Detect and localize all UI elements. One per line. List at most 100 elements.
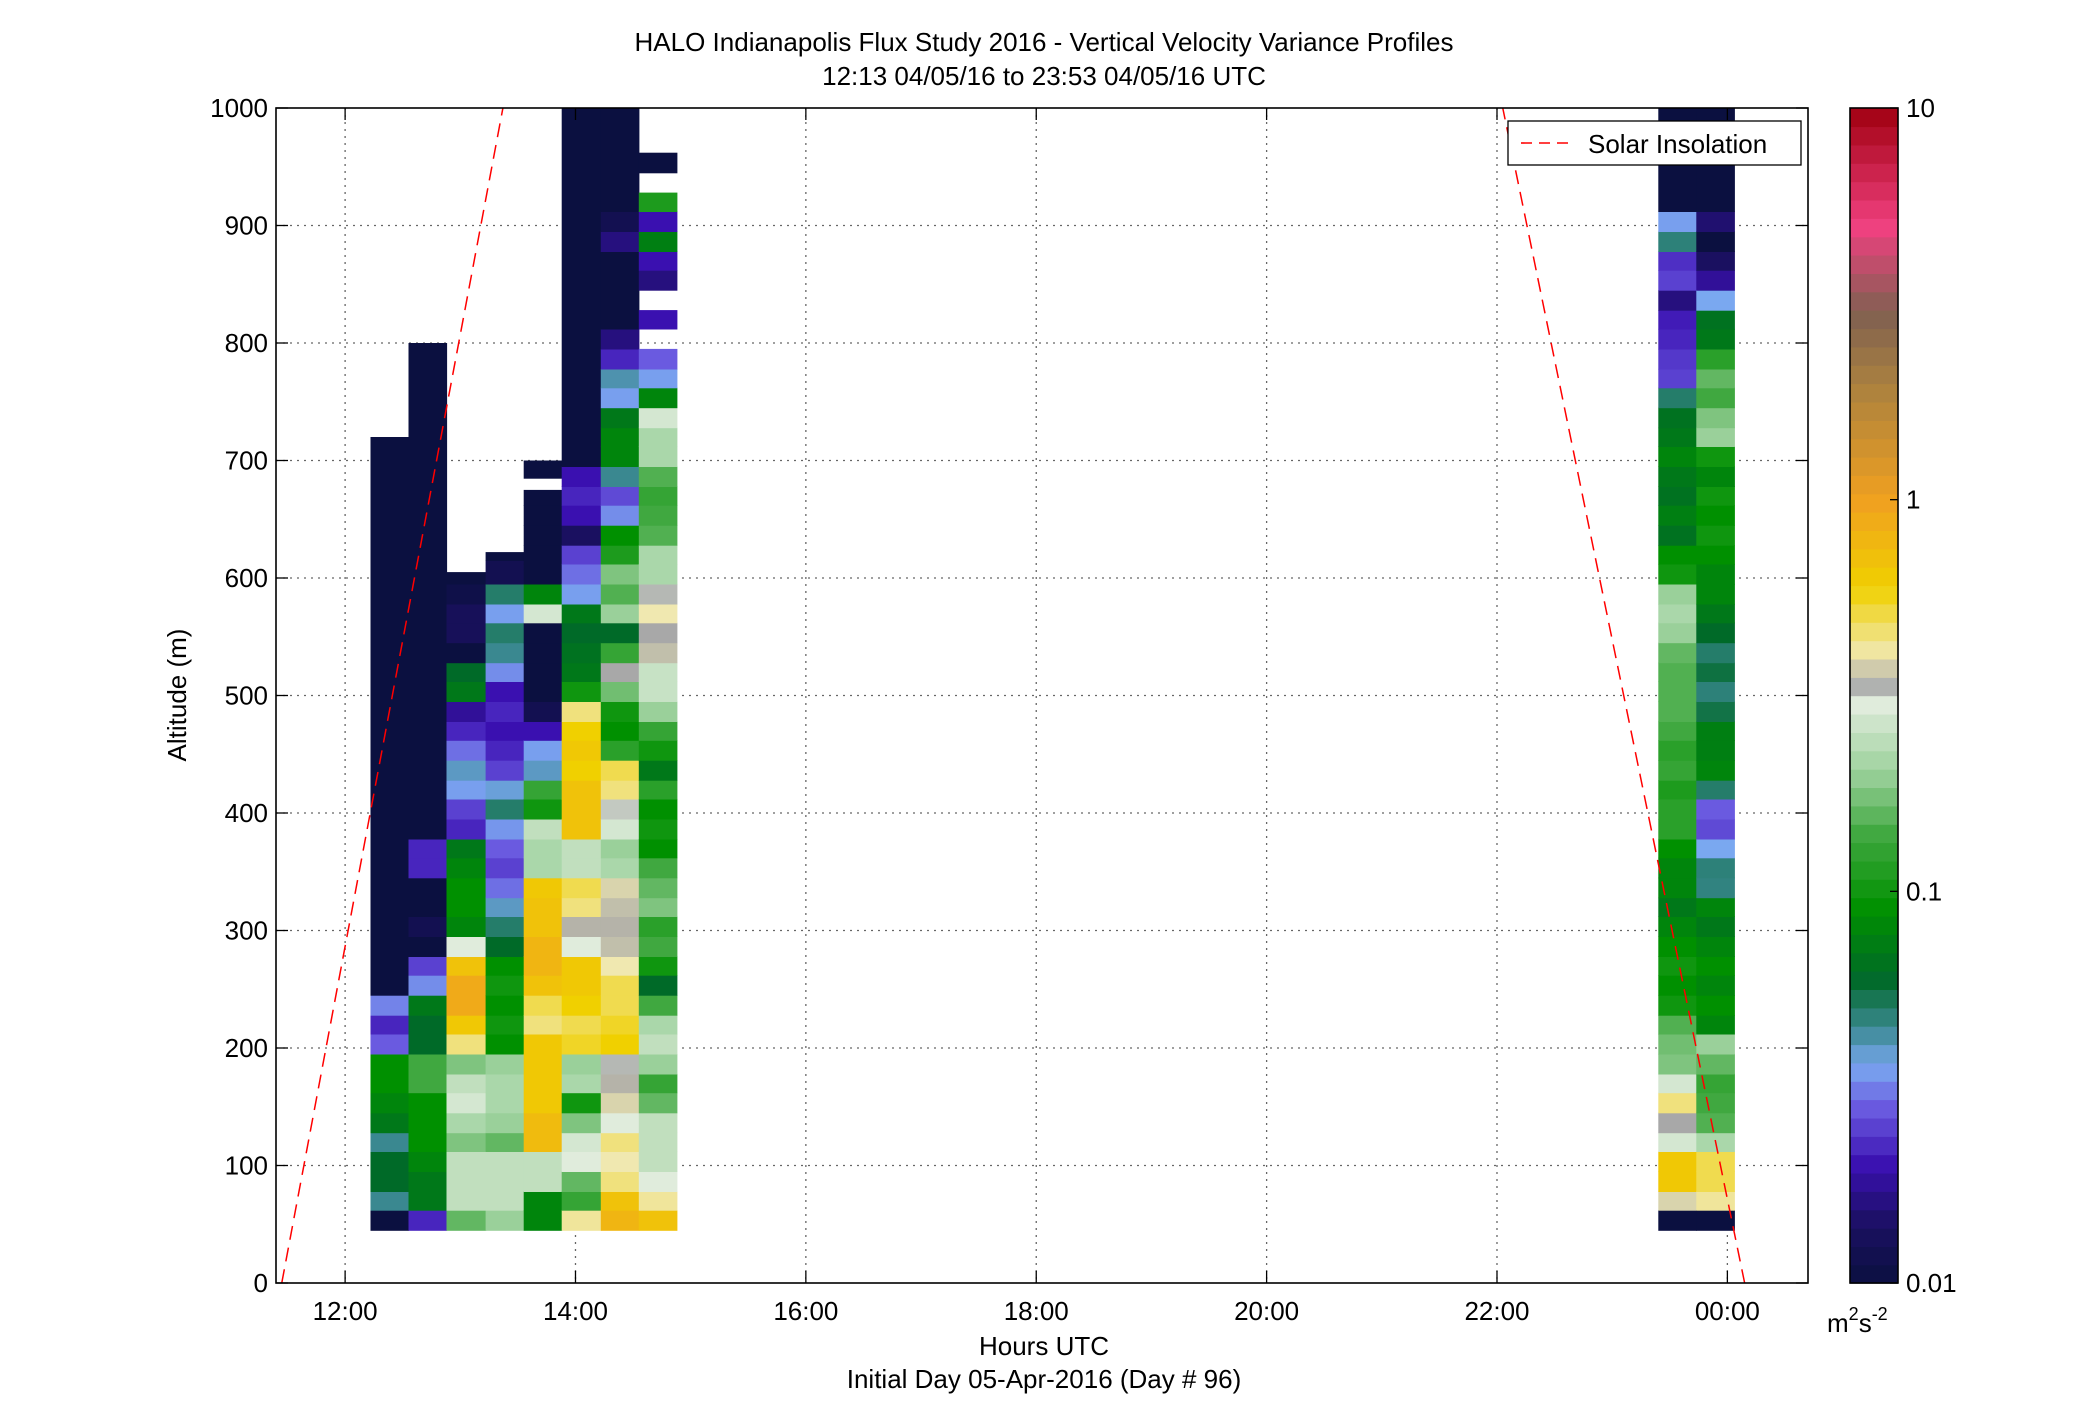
heatmap-cell <box>485 956 525 976</box>
heatmap-cell <box>561 701 602 722</box>
heatmap-cell <box>446 701 487 722</box>
colorbar-segment <box>1850 1062 1898 1082</box>
heatmap-cell <box>1696 1112 1735 1134</box>
heatmap-cell <box>523 1092 563 1114</box>
heatmap-cell <box>1658 681 1697 702</box>
heatmap-cell <box>446 995 487 1016</box>
heatmap-cell <box>1696 1092 1735 1114</box>
heatmap-cell <box>485 701 525 722</box>
heatmap-cell <box>523 721 563 741</box>
heatmap-cell <box>485 583 525 605</box>
heatmap-cell <box>638 270 678 291</box>
heatmap-cell <box>446 838 487 859</box>
heatmap-cell <box>600 486 640 506</box>
heatmap-cell <box>446 1210 487 1231</box>
colorbar-segment <box>1850 952 1898 972</box>
heatmap-cells <box>370 108 1735 1231</box>
colorbar-segment <box>1850 824 1898 844</box>
heatmap-cell <box>638 780 678 800</box>
y-tick-label: 0 <box>254 1268 268 1298</box>
colorbar-segment <box>1850 1136 1898 1156</box>
heatmap-cell <box>523 1053 563 1075</box>
heatmap-cell <box>523 1210 563 1231</box>
heatmap-cell <box>1658 1073 1697 1094</box>
heatmap-cell <box>638 622 678 644</box>
colorbar-segment <box>1850 585 1898 605</box>
heatmap-cell <box>485 642 525 664</box>
heatmap-cell <box>638 563 678 585</box>
y-tick-label: 100 <box>225 1151 268 1181</box>
heatmap-cell <box>523 1073 563 1094</box>
heatmap-cell <box>638 466 678 487</box>
heatmap-cell <box>1658 407 1697 429</box>
colorbar-segment <box>1850 805 1898 825</box>
heatmap-cell <box>1696 251 1735 271</box>
colorbar-segment <box>1850 732 1898 752</box>
heatmap-cell <box>523 1033 563 1055</box>
colorbar-segment <box>1850 181 1898 201</box>
heatmap-cell <box>1658 701 1697 722</box>
heatmap-cell <box>1658 1092 1697 1114</box>
heatmap-cell <box>523 489 563 506</box>
heatmap-cell <box>1696 328 1735 350</box>
heatmap-cell <box>638 975 678 996</box>
heatmap-cell <box>446 857 487 879</box>
heatmap-cell <box>370 1112 410 1134</box>
heatmap-cell <box>408 1151 448 1172</box>
heatmap-cell <box>600 1151 640 1172</box>
x-tick-label: 00:00 <box>1695 1296 1760 1326</box>
heatmap-cell <box>1696 1053 1735 1075</box>
heatmap-cell <box>1658 916 1697 937</box>
heatmap-cell <box>485 936 525 957</box>
heatmap-cell <box>638 857 678 879</box>
heatmap-cell <box>638 545 678 565</box>
heatmap-cell <box>446 1033 487 1055</box>
heatmap-cell <box>1658 290 1697 311</box>
heatmap-cell <box>446 662 487 682</box>
heatmap-cell <box>446 897 487 917</box>
heatmap-cell <box>1696 818 1735 840</box>
heatmap-cell <box>446 1015 487 1035</box>
heatmap-cell <box>408 956 448 976</box>
heatmap-cell <box>638 740 678 761</box>
heatmap-cell <box>1658 721 1697 741</box>
heatmap-cell <box>1696 1191 1735 1211</box>
heatmap-cell <box>1696 1171 1735 1192</box>
heatmap-cell <box>561 1053 602 1075</box>
heatmap-cell <box>638 407 678 429</box>
heatmap-cell <box>600 642 640 664</box>
heatmap-cell <box>600 1171 640 1192</box>
colorbar-segment <box>1850 934 1898 954</box>
chart-title: HALO Indianapolis Flux Study 2016 - Vert… <box>635 27 1454 57</box>
heatmap-cell <box>523 916 563 937</box>
heatmap-cell <box>485 838 525 859</box>
legend-label: Solar Insolation <box>1588 129 1767 159</box>
y-tick-label: 900 <box>225 211 268 241</box>
heatmap-cell <box>1696 798 1735 820</box>
heatmap-cell <box>1658 486 1697 506</box>
heatmap-cell <box>1696 387 1735 409</box>
heatmap-cell <box>1696 897 1735 917</box>
heatmap-cell <box>638 877 678 899</box>
heatmap-cell <box>408 916 448 937</box>
colorbar-segment <box>1850 291 1898 311</box>
heatmap-cell <box>1658 780 1697 800</box>
solar-insolation-lines <box>281 107 1746 1284</box>
colorbar-segment <box>1850 199 1898 219</box>
heatmap-cell <box>1696 407 1735 429</box>
heatmap-cell <box>638 662 678 682</box>
y-tick-label: 200 <box>225 1033 268 1063</box>
heatmap-cell <box>600 662 640 682</box>
colorbar-segment <box>1850 530 1898 550</box>
heatmap-cell <box>1658 466 1697 487</box>
y-tick-label: 500 <box>225 681 268 711</box>
colorbar-segment <box>1850 970 1898 990</box>
heatmap-cell <box>561 857 602 879</box>
heatmap-cell <box>1658 525 1697 546</box>
heatmap-cell <box>1658 563 1697 585</box>
heatmap-cell <box>523 877 563 899</box>
heatmap-cell <box>1658 936 1697 957</box>
heatmap-cell <box>638 1112 678 1134</box>
heatmap-cell <box>561 505 602 526</box>
colorbar-segment <box>1850 567 1898 587</box>
